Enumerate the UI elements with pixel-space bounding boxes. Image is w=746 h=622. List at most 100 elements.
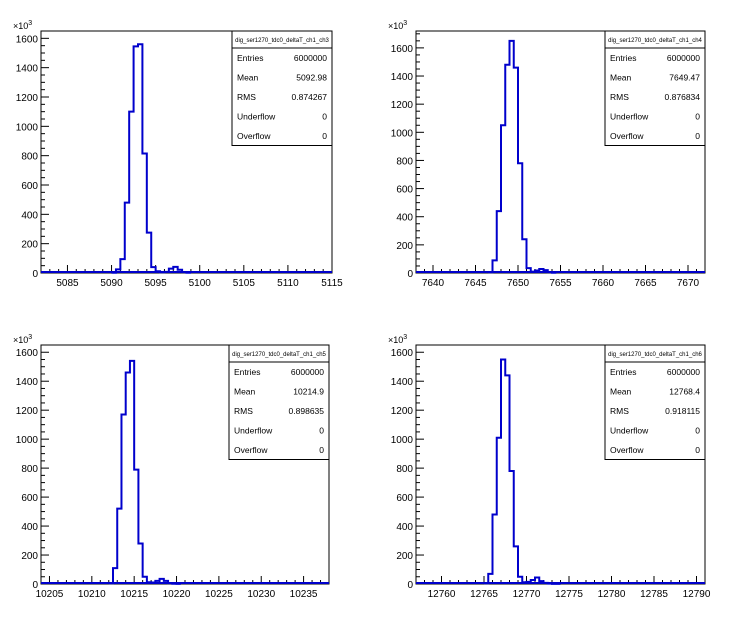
histogram-bin — [129, 112, 133, 273]
histogram-bin — [531, 580, 535, 584]
histogram-panel-4: 0 200 400 600 800 1000 1200 1400 1600 12760 12765 1… — [388, 334, 711, 600]
histogram-bin — [497, 438, 501, 584]
stats-box-frame — [228, 344, 330, 460]
stats-box-title: dig_ser1270_tdc0_deltaT_ch1_ch3 — [235, 38, 329, 44]
x-tick-label: 12775 — [555, 589, 583, 600]
histogram-bin — [109, 583, 113, 584]
histogram-bin — [522, 239, 526, 273]
histogram-bin — [117, 509, 121, 584]
histogram-panel-2: 0 200 400 600 800 1000 1200 1400 1600 7640 7645 765… — [388, 20, 706, 289]
stats-value: 0 — [322, 131, 327, 141]
y-tick-label: 200 — [396, 551, 413, 562]
x-tick-label: 10205 — [36, 589, 64, 600]
y-tick-label: 800 — [396, 464, 413, 475]
x-tick-label: 5100 — [189, 278, 212, 289]
x-tick-label: 10220 — [163, 589, 191, 600]
x-tick-label: 12770 — [513, 589, 541, 600]
stats-value: 5092.98 — [296, 73, 327, 83]
histogram-bin — [147, 233, 151, 273]
histogram-bin — [168, 583, 172, 584]
stats-label: RMS — [610, 406, 629, 416]
y-tick-label: 1600 — [391, 44, 414, 55]
y-tick-label: 1600 — [16, 348, 39, 359]
histogram-bin — [169, 269, 173, 273]
histogram-bin — [121, 415, 125, 584]
x-tick-label: 7650 — [507, 278, 530, 289]
stats-value: 0 — [319, 426, 324, 436]
x-tick-label: 12760 — [428, 589, 456, 600]
y-axis-exponent: ×103 — [13, 334, 32, 345]
histogram-bin — [160, 579, 164, 584]
histogram-bin — [120, 259, 124, 273]
y-tick-label: 800 — [396, 156, 413, 167]
y-tick-label: 1600 — [391, 348, 414, 359]
stats-label: RMS — [610, 92, 629, 102]
y-tick-label: 1000 — [391, 128, 414, 139]
y-tick-label: 800 — [21, 464, 38, 475]
x-tick-label: 12765 — [470, 589, 498, 600]
stats-value: 0.898635 — [289, 406, 325, 416]
stats-value: 7649.47 — [669, 73, 700, 83]
stats-value: 0 — [695, 445, 700, 455]
stats-box-title: dig_ser1270_tdc0_deltaT_ch1_ch5 — [232, 352, 326, 358]
x-tick-label: 5115 — [321, 278, 343, 289]
y-tick-label: 0 — [32, 580, 38, 591]
x-tick-label: 12785 — [640, 589, 668, 600]
x-tick-label: 5090 — [100, 278, 123, 289]
stats-label: Mean — [237, 73, 259, 83]
histogram-bin — [173, 267, 177, 273]
y-tick-label: 400 — [396, 213, 413, 224]
x-tick-label: 7655 — [549, 278, 572, 289]
histogram-bin — [510, 471, 514, 584]
y-axis-exponent: ×103 — [13, 20, 32, 31]
histogram-bin — [130, 361, 134, 584]
y-tick-label: 600 — [396, 185, 413, 196]
histogram-bin — [522, 582, 526, 584]
stats-value: 10214.9 — [293, 387, 324, 397]
x-tick-label: 7670 — [677, 278, 700, 289]
x-tick-label: 10215 — [120, 589, 148, 600]
stats-label: Overflow — [237, 131, 271, 141]
stats-box-frame — [604, 344, 706, 460]
y-tick-label: 0 — [407, 580, 413, 591]
stats-box-frame — [231, 30, 333, 146]
y-axis-exponent: ×103 — [388, 334, 407, 345]
histogram-bin — [484, 583, 488, 584]
y-tick-label: 600 — [21, 493, 38, 504]
stats-box-title: dig_ser1270_tdc0_deltaT_ch1_ch4 — [608, 38, 702, 44]
y-tick-label: 1200 — [391, 100, 414, 111]
histogram-bin — [151, 267, 155, 273]
histogram-bin — [527, 582, 531, 584]
histogram-bin — [142, 153, 146, 273]
stats-value: 6000000 — [667, 53, 700, 63]
stats-label: Entries — [610, 53, 636, 63]
histogram-bin — [178, 270, 182, 273]
histogram-bin — [138, 543, 142, 584]
stats-label: Mean — [610, 73, 632, 83]
histogram-bin — [531, 272, 535, 273]
stats-value: 12768.4 — [669, 387, 700, 397]
stats-label: RMS — [237, 92, 256, 102]
y-tick-label: 1000 — [391, 435, 414, 446]
x-tick-label: 7665 — [634, 278, 657, 289]
exponent-power: 3 — [403, 334, 407, 341]
x-tick-label: 7645 — [464, 278, 487, 289]
histogram-bin — [125, 203, 129, 273]
histogram-panel-3: 0 200 400 600 800 1000 1200 1400 1600 10205 10210 1… — [13, 334, 330, 600]
exponent-power: 3 — [28, 334, 32, 341]
y-tick-label: 400 — [21, 522, 38, 533]
y-tick-label: 1000 — [16, 435, 39, 446]
stats-label: Mean — [610, 387, 632, 397]
y-tick-label: 0 — [32, 269, 38, 280]
stats-value: 0.918115 — [665, 406, 700, 416]
exponent-power: 3 — [28, 20, 32, 27]
histogram-bin — [514, 68, 518, 273]
histogram-bin — [544, 583, 548, 584]
stats-label: Entries — [237, 53, 263, 63]
x-tick-label: 5095 — [145, 278, 168, 289]
stats-label: RMS — [234, 406, 253, 416]
exponent-base: ×10 — [13, 21, 28, 31]
y-tick-label: 1400 — [391, 377, 414, 388]
stats-value: 0.874267 — [292, 92, 328, 102]
